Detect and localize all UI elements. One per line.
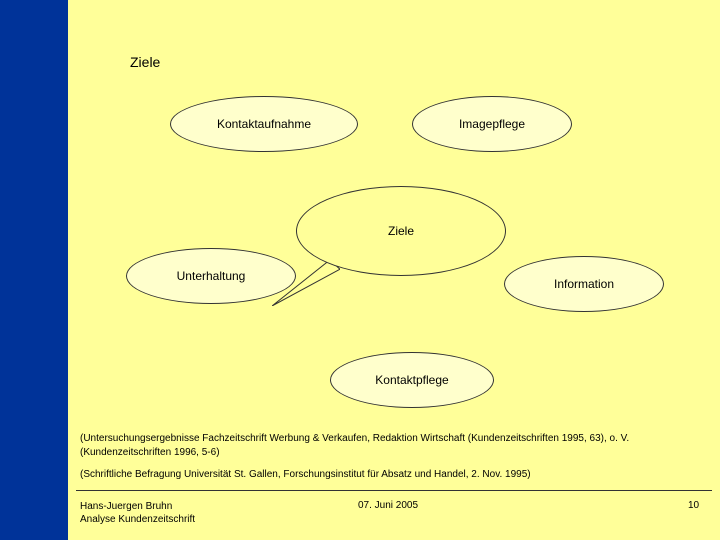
footer-author-line2: Analyse Kundenzeitschrift [80,513,195,526]
speech-bubble: Ziele [68,0,720,540]
slide-canvas: Ziele KontaktaufnahmeImagepflegeUnterhal… [68,0,720,540]
speech-tail [272,260,340,306]
footer-rule [76,490,712,491]
footer-date: 07. Juni 2005 [358,500,418,511]
speech-label: Ziele [388,224,414,238]
citation-2: (Schriftliche Befragung Universität St. … [80,468,680,482]
footer-page-number: 10 [688,500,699,511]
citation-1: (Untersuchungsergebnisse Fachzeitschrift… [80,432,680,459]
speech-ellipse: Ziele [296,186,506,276]
footer-author-line1: Hans-Juergen Bruhn [80,500,195,513]
footer-author: Hans-Juergen Bruhn Analyse Kundenzeitsch… [80,500,195,526]
sidebar-stripe [0,0,68,540]
